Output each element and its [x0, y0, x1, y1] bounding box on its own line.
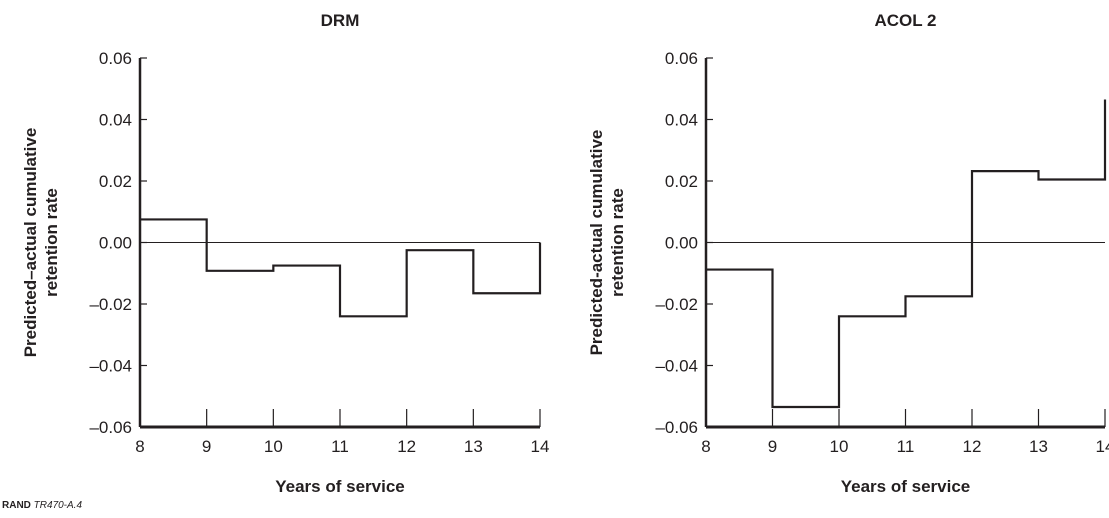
y-tick-label: –0.02 — [655, 295, 698, 314]
series-step-line — [140, 218, 542, 318]
x-tick-label: 12 — [397, 437, 416, 456]
x-tick-label: 9 — [202, 437, 211, 456]
y-tick-label: 0.00 — [99, 234, 132, 253]
x-tick-label: 11 — [897, 437, 915, 456]
x-tick-label: 10 — [264, 437, 283, 456]
chart-panel-2: ACOL 2 0.06 0.04 0.02 0.00 –0.02 –0.04 –0.068 9 1… — [587, 11, 1109, 496]
y-axis-title-line: Predicted-actual cumulative — [587, 130, 606, 356]
x-tick-label: 13 — [1029, 437, 1048, 456]
y-tick-label: 0.02 — [665, 172, 698, 191]
x-tick-label: 8 — [135, 437, 144, 456]
x-tick-label: 13 — [464, 437, 483, 456]
y-tick-label: 0.02 — [99, 172, 132, 191]
chart-title: DRM — [321, 11, 360, 30]
footer-code: TR470-A.4 — [33, 500, 83, 511]
y-tick-label: –0.06 — [89, 418, 132, 437]
y-axis-title-line: retention rate — [42, 188, 61, 297]
series-step-line — [706, 99, 1107, 409]
x-tick-label: 10 — [830, 437, 849, 456]
footer-org: RAND — [2, 500, 31, 511]
y-tick-label: 0.04 — [99, 111, 132, 130]
x-axis-title: Years of service — [841, 477, 970, 496]
y-tick-label: –0.02 — [89, 295, 132, 314]
x-tick-label: 9 — [768, 437, 777, 456]
y-tick-label: –0.06 — [655, 418, 698, 437]
x-tick-label: 14 — [1096, 437, 1109, 456]
y-tick-label: –0.04 — [655, 357, 698, 376]
chart-title: ACOL 2 — [874, 11, 936, 30]
y-axis-title: Predicted–actual cumulative retention rat… — [21, 128, 61, 358]
y-axis-title: Predicted-actual cumulative retention rat… — [587, 130, 627, 356]
y-axis-title-line: Predicted–actual cumulative — [21, 128, 40, 358]
x-tick-label: 11 — [331, 437, 349, 456]
y-tick-label: 0.00 — [665, 234, 698, 253]
x-tick-label: 14 — [531, 437, 550, 456]
y-tick-label: 0.06 — [665, 49, 698, 68]
y-axis-title-line: retention rate — [608, 188, 627, 297]
x-tick-label: 8 — [701, 437, 710, 456]
y-tick-label: –0.04 — [89, 357, 132, 376]
x-axis-title: Years of service — [275, 477, 404, 496]
chart-panel-1: DRM 0.06 0.04 0.02 0.00 –0.02 –0.04 –0.068 9 10 11… — [21, 11, 549, 496]
figure-footer: RAND TR470-A.4 — [2, 500, 82, 511]
y-tick-label: 0.04 — [665, 111, 698, 130]
y-tick-label: 0.06 — [99, 49, 132, 68]
x-tick-label: 12 — [963, 437, 982, 456]
